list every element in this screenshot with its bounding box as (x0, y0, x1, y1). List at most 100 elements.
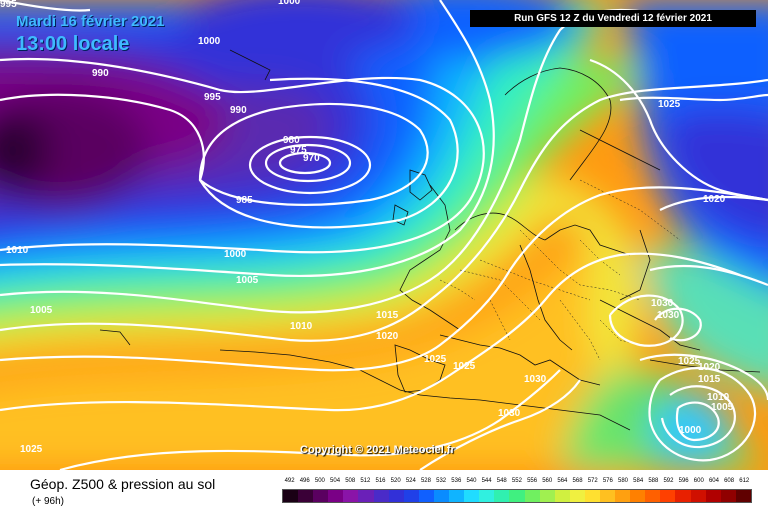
isobar-label: 1015 (698, 374, 721, 385)
legend-swatch (403, 490, 419, 502)
isobar-label: 1020 (698, 362, 721, 373)
legend-swatch (373, 490, 389, 502)
legend-value: 548 (496, 478, 507, 484)
legend-swatch (705, 490, 721, 502)
legend-value: 608 (724, 478, 735, 484)
geopotential-field: 970 975 980 985 990 990 995 995 1000 100… (0, 0, 768, 470)
isobar-label: 990 (230, 105, 247, 116)
legend-bar (282, 489, 752, 503)
isobar-label: 1030 (651, 298, 674, 309)
legend-swatch (433, 490, 450, 502)
legend-value: 564 (557, 478, 568, 484)
isobar-label: 1025 (678, 356, 701, 367)
isobar-label: 1025 (20, 444, 43, 455)
legend-value: 508 (345, 478, 356, 484)
legend-swatch (358, 490, 374, 502)
legend-value: 520 (390, 478, 401, 484)
isobar-label: 980 (283, 135, 300, 146)
legend-value: 604 (708, 478, 719, 484)
legend-swatch (539, 490, 555, 502)
copyright: Copyright © 2021 Meteociel.fr (300, 444, 455, 456)
isobar-label: 1010 (290, 321, 313, 332)
legend-swatch (509, 490, 525, 502)
legend-swatch (569, 490, 585, 502)
legend-swatch (479, 490, 495, 502)
isobar-label: 1000 (198, 36, 221, 47)
legend-swatch (584, 490, 600, 502)
legend-swatch (675, 490, 691, 502)
legend-value: 612 (739, 478, 750, 484)
isobar-label: 1025 (424, 354, 447, 365)
legend-value: 568 (572, 478, 583, 484)
legend-value: 600 (693, 478, 704, 484)
isobar-label: 1030 (524, 374, 547, 385)
isobar-label: 970 (303, 153, 320, 164)
isobar-label: 1010 (707, 392, 730, 403)
legend-swatch (313, 490, 329, 502)
isobar-labels: 970 975 980 985 990 990 995 995 1000 100… (0, 0, 734, 455)
weather-map: 970 975 980 985 990 990 995 995 1000 100… (0, 0, 768, 470)
isobar-label: 1020 (376, 331, 399, 342)
valid-time: 13:00 locale (16, 33, 130, 55)
isobar-label: 975 (290, 145, 307, 156)
forecast-lead: (+ 96h) (32, 496, 64, 507)
legend-swatch (494, 490, 510, 502)
legend-swatch (388, 490, 404, 502)
legend-swatch (298, 490, 314, 502)
isobar-label: 1030 (657, 310, 680, 321)
legend-swatch (524, 490, 540, 502)
legend-value: 528 (420, 478, 431, 484)
legend-value: 500 (314, 478, 325, 484)
legend-value: 572 (587, 478, 598, 484)
borders (439, 179, 681, 361)
legend-swatch (283, 490, 299, 502)
legend-swatch (599, 490, 616, 502)
isobar-label: 1025 (453, 361, 476, 372)
isobar-label: 1015 (376, 310, 399, 321)
isobar-label: 1000 (278, 0, 301, 7)
isobar-label: 1005 (236, 275, 259, 286)
color-legend: 492 496 500 504 508 512 516 520 524 528 532 536 540 5… (282, 476, 752, 508)
valid-date: Mardi 16 février 2021 (16, 13, 165, 30)
legend-value: 492 (284, 478, 295, 484)
legend-value: 580 (618, 478, 629, 484)
isobar-label: 1025 (658, 99, 681, 110)
legend-value: 556 (527, 478, 538, 484)
legend-swatch (328, 490, 344, 502)
legend-swatch (690, 490, 706, 502)
legend-value: 588 (648, 478, 659, 484)
legend-swatch (735, 490, 751, 502)
legend-value: 532 (436, 478, 447, 484)
legend-value: 524 (405, 478, 416, 484)
legend-value: 496 (299, 478, 310, 484)
legend-swatch (449, 490, 465, 502)
legend-swatch (630, 490, 646, 502)
isobar-label: 1030 (498, 408, 521, 419)
legend-swatch (418, 490, 434, 502)
legend-swatch (720, 490, 736, 502)
isobar-label: 1010 (6, 245, 29, 256)
legend-value: 516 (375, 478, 386, 484)
legend-value: 552 (511, 478, 522, 484)
isobar-label: 1000 (679, 425, 702, 436)
legend-value: 592 (663, 478, 674, 484)
legend-value: 536 (451, 478, 462, 484)
legend-swatch (615, 490, 631, 502)
legend-swatch (343, 490, 359, 502)
legend-value: 540 (466, 478, 477, 484)
legend-value: 576 (602, 478, 613, 484)
legend-value: 560 (542, 478, 553, 484)
legend-swatch (645, 490, 661, 502)
legend-value: 596 (678, 478, 689, 484)
isobar-label: 1005 (711, 402, 734, 413)
legend-swatch (554, 490, 570, 502)
legend-value: 584 (633, 478, 644, 484)
isobar-label: 995 (204, 92, 221, 103)
isobar-label: 995 (0, 0, 17, 10)
run-info: Run GFS 12 Z du Vendredi 12 février 2021 (470, 10, 756, 27)
legend-value: 504 (330, 478, 341, 484)
isobar-label: 990 (92, 68, 109, 79)
legend-value: 512 (360, 478, 371, 484)
legend-swatch (464, 490, 480, 502)
legend-labels: 492 496 500 504 508 512 516 520 524 528 532 536 540 5… (282, 476, 752, 486)
